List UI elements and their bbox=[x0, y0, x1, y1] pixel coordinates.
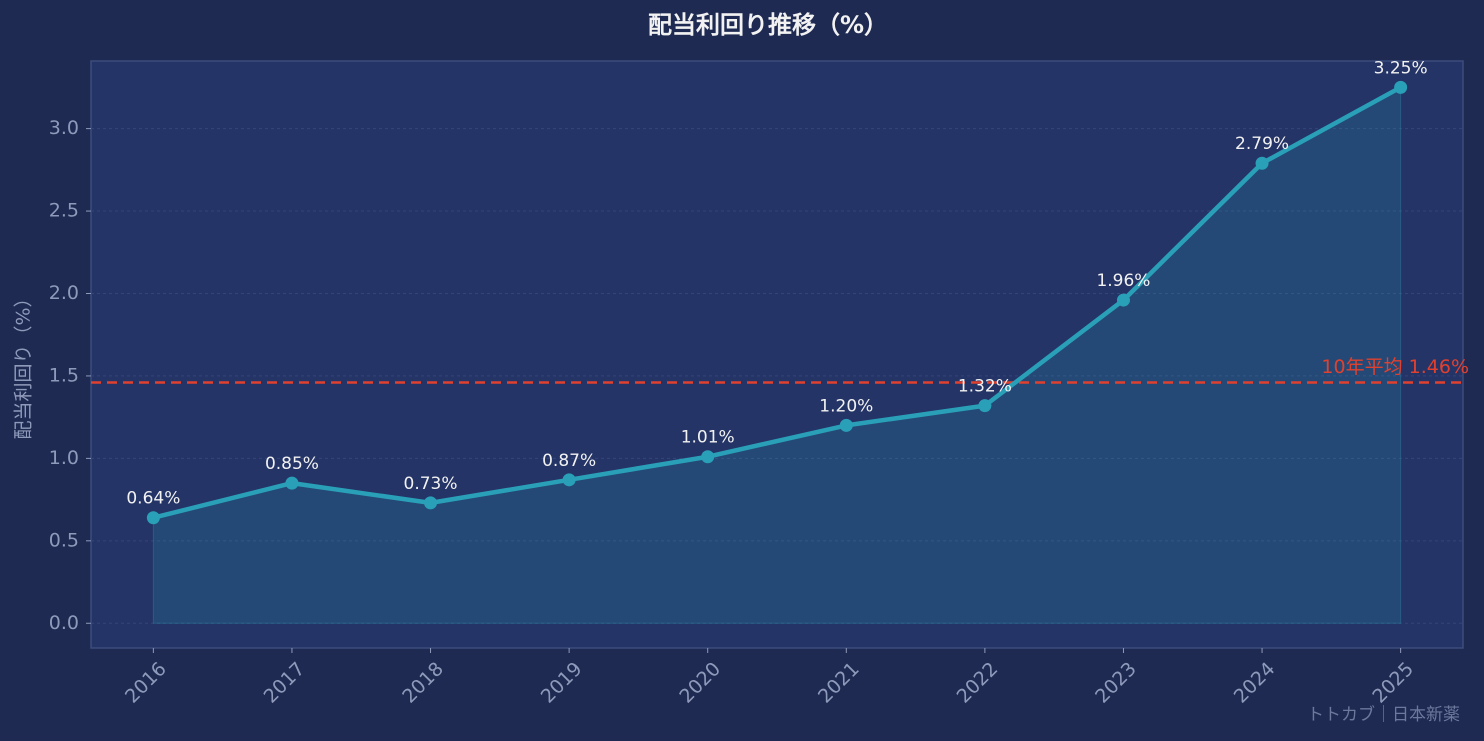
data-label: 1.96% bbox=[1096, 271, 1150, 291]
data-label: 1.01% bbox=[681, 428, 735, 448]
data-label: 3.25% bbox=[1374, 58, 1428, 78]
marker bbox=[978, 399, 992, 413]
y-tick-label: 0.0 bbox=[49, 612, 79, 634]
y-tick-label: 1.0 bbox=[49, 447, 79, 469]
marker bbox=[839, 418, 853, 432]
data-label: 1.20% bbox=[819, 396, 873, 416]
data-label: 0.64% bbox=[126, 489, 180, 509]
plot-area bbox=[90, 60, 1464, 649]
y-tick-label: 2.0 bbox=[49, 282, 79, 304]
marker bbox=[1255, 156, 1269, 170]
watermark: トトカブ｜日本新薬 bbox=[1307, 704, 1460, 725]
data-label: 0.85% bbox=[265, 454, 319, 474]
marker bbox=[285, 476, 299, 490]
y-tick-label: 2.5 bbox=[49, 200, 79, 222]
marker bbox=[146, 511, 160, 525]
data-label: 0.87% bbox=[542, 451, 596, 471]
y-tick-label: 1.5 bbox=[49, 364, 79, 386]
marker bbox=[562, 473, 576, 487]
chart-title: 配当利回り推移（%） bbox=[648, 11, 888, 39]
marker bbox=[1394, 80, 1408, 94]
data-label: 2.79% bbox=[1235, 134, 1289, 154]
reference-label: 10年平均 1.46% bbox=[1321, 356, 1469, 378]
marker bbox=[1116, 293, 1130, 307]
data-label: 0.73% bbox=[404, 474, 458, 494]
marker bbox=[701, 450, 715, 464]
y-tick-label: 0.5 bbox=[49, 529, 79, 551]
line bbox=[152, 85, 1402, 520]
marker bbox=[424, 496, 438, 510]
y-tick-label: 3.0 bbox=[49, 117, 79, 139]
y-axis-label: 配当利回り（%） bbox=[13, 288, 35, 439]
data-label: 1.32% bbox=[958, 377, 1012, 397]
